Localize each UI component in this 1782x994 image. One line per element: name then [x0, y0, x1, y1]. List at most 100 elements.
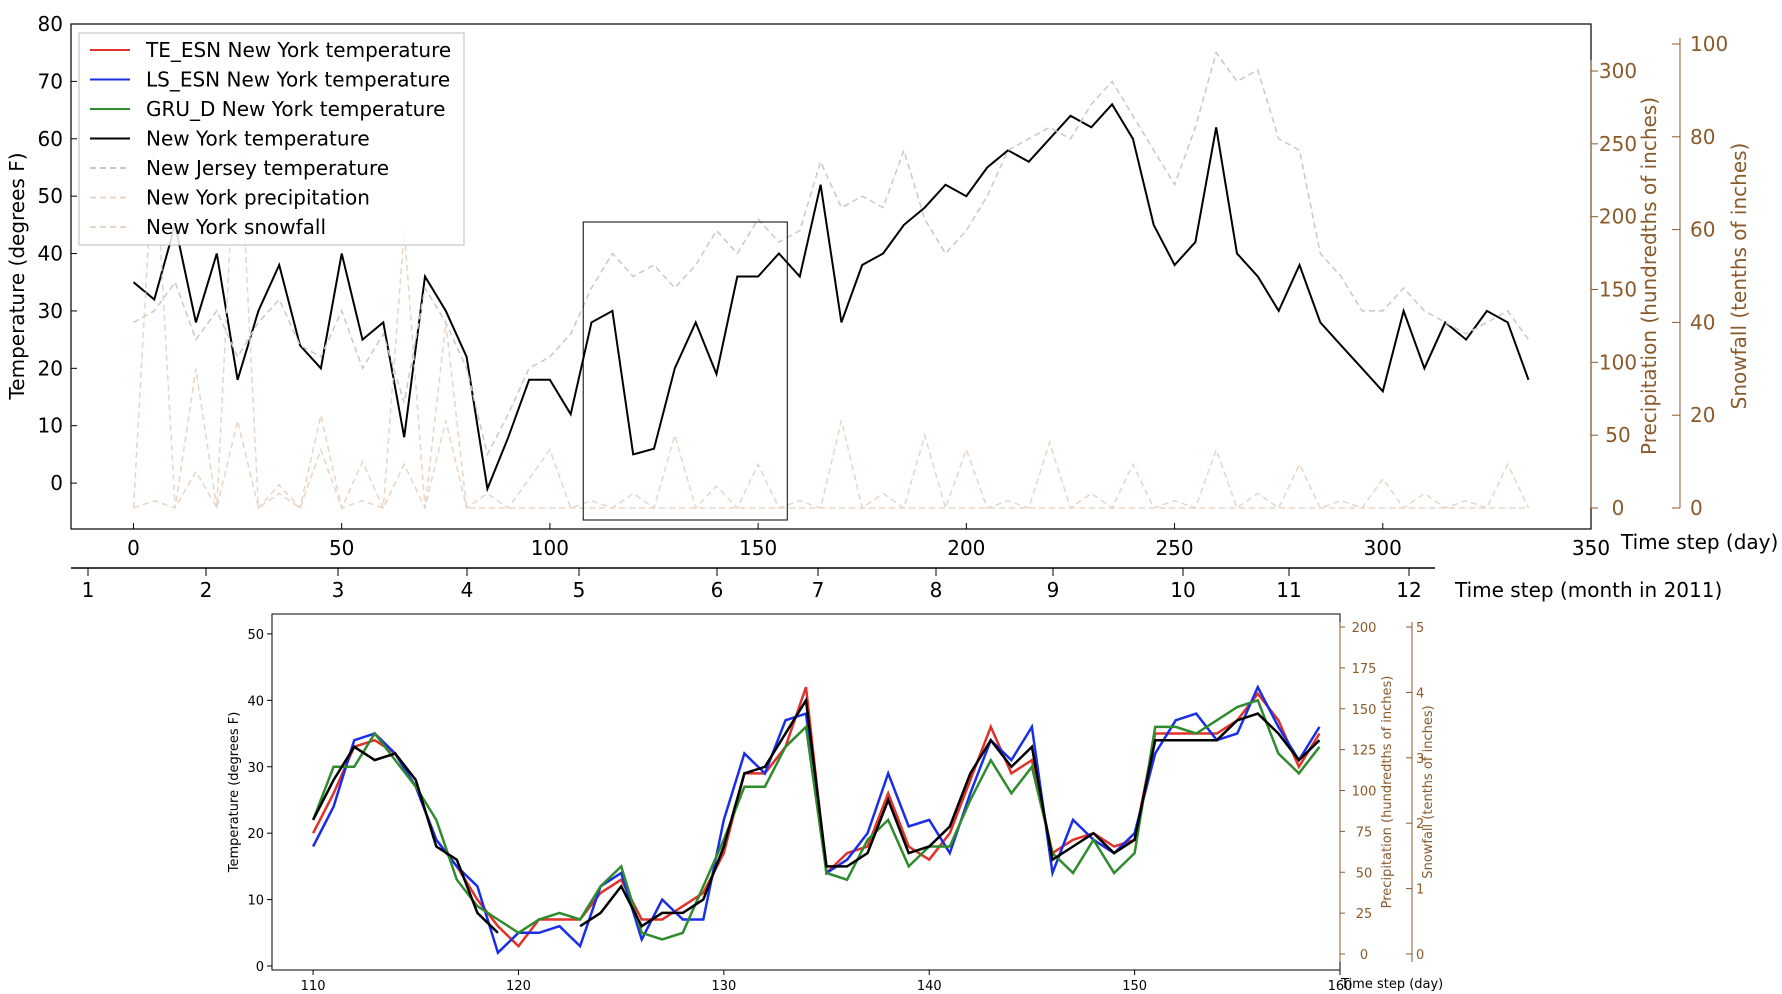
top-y-tick-label: 30 [38, 299, 63, 323]
top-y-tick-label: 0 [50, 471, 63, 495]
month-tick-label: 3 [332, 578, 345, 602]
bottom-snow-tick-label: 0 [1416, 948, 1424, 963]
snow-tick-label: 60 [1690, 218, 1715, 242]
top-x-tick-label: 0 [127, 536, 140, 560]
precip-tick-label: 200 [1599, 205, 1637, 229]
snow-tick-label: 20 [1690, 403, 1715, 427]
month-tick-label: 11 [1276, 578, 1301, 602]
top-y-tick-label: 80 [38, 12, 63, 36]
top-series-4 [133, 51, 1530, 457]
top-y-tick-label: 40 [38, 242, 63, 266]
month-tick-label: 9 [1047, 578, 1060, 602]
bottom-precipitation-ticks: 0 25 50 75 100 125 150 175 200 [1340, 621, 1376, 963]
top-x-ticks: 0 50 100 150 200 250 300 350 [127, 523, 1610, 560]
bottom-precip-tick-label: 200 [1352, 621, 1377, 636]
bottom-snow-tick-label: 2 [1416, 817, 1424, 832]
bottom-precip-tick-label: 25 [1356, 907, 1373, 922]
precip-tick-label: 250 [1599, 132, 1637, 156]
bottom-x-tick-label: 120 [506, 979, 531, 994]
bottom-plot-frame [271, 613, 1341, 971]
precip-tick-label: 150 [1599, 278, 1637, 302]
month-tick-label: 5 [573, 578, 586, 602]
bottom-series-2 [311, 698, 1321, 941]
bottom-snow-tick-label: 3 [1416, 752, 1424, 767]
precip-tick-label: 50 [1605, 423, 1630, 447]
snow-tick-label: 40 [1690, 310, 1715, 334]
bottom-y-ticks: 0 10 20 30 40 50 [247, 628, 272, 975]
bottom-x-tick-label: 110 [301, 979, 326, 994]
bottom-precip-tick-label: 75 [1356, 825, 1373, 840]
bottom-y-tick-label: 0 [256, 960, 264, 975]
zoom-box [582, 221, 788, 521]
precipitation-axis-ticks: 0 50 100 150 200 250 300 [1591, 59, 1637, 520]
precip-tick-label: 0 [1612, 496, 1625, 520]
bottom-x-tick-label: 140 [917, 979, 942, 994]
snow-tick-label: 0 [1690, 496, 1703, 520]
top-series-5 [133, 420, 1530, 511]
legend-label: New York precipitation [146, 186, 370, 210]
top-series-lines [132, 51, 1530, 511]
snow-tick-label: 80 [1690, 125, 1715, 149]
top-x-axis-label: Time step (day) [1620, 530, 1778, 554]
bottom-snow-tick-label: 1 [1416, 883, 1424, 898]
top-y-tick-label: 50 [38, 184, 63, 208]
month-axis: 1 2 3 4 5 6 7 8 9 10 11 12 Time step (month in 2011… [71, 567, 1722, 602]
top-x-tick-label: 300 [1364, 536, 1402, 560]
bottom-precip-tick-label: 50 [1356, 866, 1373, 881]
precipitation-axis-label: Precipitation (hundredths of inches) [1637, 97, 1661, 455]
top-x-tick-label: 250 [1155, 536, 1193, 560]
month-ticks: 1 2 3 4 5 6 7 8 9 10 11 12 [82, 568, 1422, 602]
bottom-x-tick-label: 160 [1328, 979, 1353, 994]
bottom-snowfall-ticks: 0 1 2 3 4 5 [1406, 621, 1424, 963]
snowfall-axis-ticks: 0 20 40 60 80 100 [1672, 32, 1728, 520]
month-tick-label: 8 [930, 578, 943, 602]
top-x-tick-label: 150 [739, 536, 777, 560]
legend-label: TE_ESN New York temperature [145, 38, 451, 62]
month-tick-label: 2 [200, 578, 213, 602]
legend: TE_ESN New York temperature LS_ESN New Yo… [78, 32, 465, 246]
bottom-precip-tick-label: 175 [1352, 662, 1377, 677]
top-y-ticks: 0 10 20 30 40 50 60 70 80 [38, 12, 77, 495]
bottom-x-ticks: 110 120 130 140 150 160 [301, 970, 1353, 994]
bottom-y-tick-label: 10 [247, 894, 264, 909]
bottom-y-axis-label: Temperature (degrees F) [227, 712, 242, 874]
snow-tick-label: 100 [1690, 32, 1728, 56]
bottom-series-3 [311, 745, 499, 934]
bottom-series-lines [311, 684, 1321, 956]
month-tick-label: 6 [711, 578, 724, 602]
legend-label: LS_ESN New York temperature [146, 68, 450, 92]
precip-tick-label: 100 [1599, 350, 1637, 374]
bottom-snow-tick-label: 4 [1416, 686, 1424, 701]
top-series-6 [132, 90, 1529, 511]
bottom-x-tick-label: 130 [711, 979, 736, 994]
legend-box [78, 32, 465, 246]
legend-label: GRU_D New York temperature [146, 97, 445, 121]
top-y-axis-label: Temperature (degrees F) [5, 152, 29, 400]
main-temperature-chart: 0 50 100 150 200 250 300 350 01020304050607080 … [5, 12, 1778, 560]
snowfall-axis-label: Snowfall (tenths of inches) [1727, 143, 1751, 410]
precip-tick-label: 300 [1599, 59, 1637, 83]
legend-label: New York temperature [146, 127, 370, 151]
top-x-tick-label: 200 [947, 536, 985, 560]
top-y-tick-label: 70 [38, 69, 63, 93]
bottom-snow-tick-label: 5 [1416, 621, 1424, 636]
bottom-y-tick-label: 30 [247, 761, 264, 776]
bottom-precip-tick-label: 125 [1352, 744, 1377, 759]
bottom-x-axis-label: Time step (day) [1340, 977, 1443, 992]
month-tick-label: 12 [1396, 578, 1421, 602]
top-x-tick-label: 100 [531, 536, 569, 560]
bottom-precip-tick-label: 0 [1360, 948, 1368, 963]
bottom-y-tick-label: 20 [247, 827, 264, 842]
month-axis-label: Time step (month in 2011) [1454, 578, 1722, 602]
month-tick-label: 1 [82, 578, 95, 602]
bottom-series-3 [579, 696, 1321, 929]
top-y-tick-label: 10 [38, 414, 63, 438]
bottom-y-tick-label: 50 [247, 628, 264, 643]
month-tick-label: 10 [1170, 578, 1195, 602]
top-x-tick-label: 50 [329, 536, 354, 560]
bottom-precip-tick-label: 150 [1352, 703, 1377, 718]
legend-label: New Jersey temperature [146, 156, 389, 180]
bottom-y-tick-label: 40 [247, 694, 264, 709]
